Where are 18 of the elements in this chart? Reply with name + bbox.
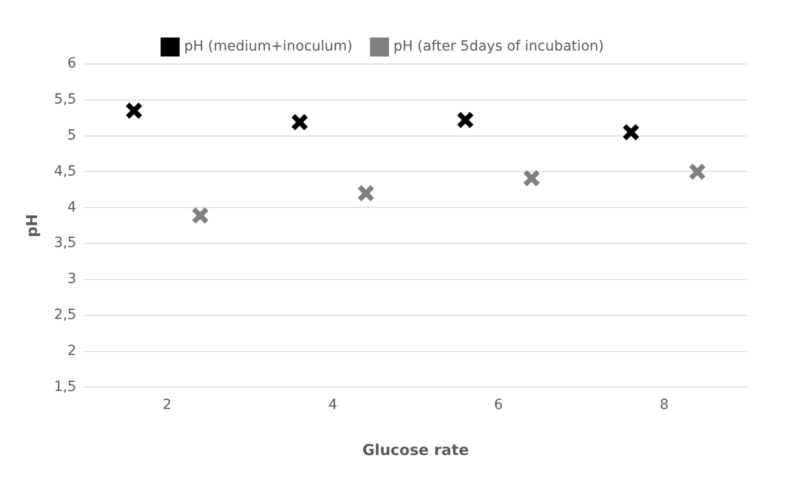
y-tick-label: 3 (67, 271, 76, 288)
x-tick-label: 2 (162, 397, 172, 414)
x-tick-label: 6 (494, 397, 504, 414)
y-axis-title: pH (22, 214, 41, 238)
legend-label: pH (medium+inoculum) (184, 38, 353, 55)
y-tick-label: 6 (67, 56, 76, 72)
y-tick-label: 3,5 (54, 235, 76, 252)
y-tick-label: 5 (67, 127, 76, 144)
x-tick-label: 4 (328, 397, 338, 414)
y-tick-label: 4 (67, 199, 76, 216)
y-tick-label: 2,5 (54, 307, 76, 324)
x-axis-title: Glucose rate (362, 440, 469, 459)
y-tick-label: 5,5 (54, 92, 76, 108)
y-tick-label: 1,5 (54, 378, 76, 395)
y-tick-label: 4,5 (54, 163, 76, 180)
y-tick-label: 2 (67, 342, 76, 359)
x-tick-label: 8 (660, 397, 669, 414)
legend-label: pH (after 5days of incubation) (394, 38, 604, 55)
